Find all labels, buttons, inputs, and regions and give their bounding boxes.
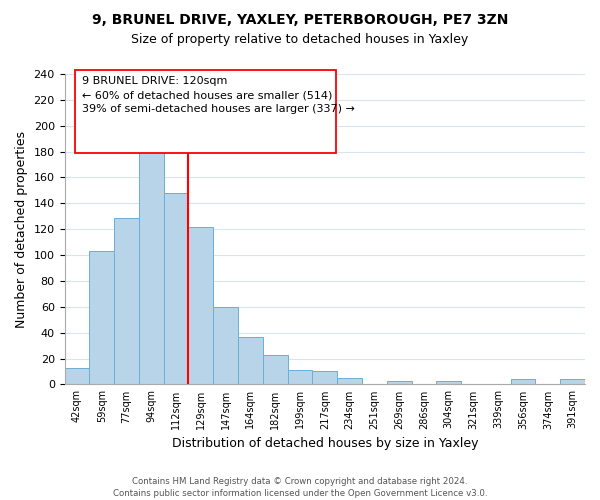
Bar: [560, 380, 585, 384]
Bar: [287, 370, 313, 384]
Bar: [213, 307, 238, 384]
Bar: [114, 218, 139, 384]
Bar: [164, 193, 188, 384]
Bar: [313, 372, 337, 384]
Bar: [337, 378, 362, 384]
Bar: [263, 354, 287, 384]
Bar: [139, 138, 164, 384]
Bar: [387, 380, 412, 384]
Bar: [65, 368, 89, 384]
Text: 9 BRUNEL DRIVE: 120sqm
← 60% of detached houses are smaller (514)
39% of semi-de: 9 BRUNEL DRIVE: 120sqm ← 60% of detached…: [82, 76, 355, 114]
Text: Contains HM Land Registry data © Crown copyright and database right 2024.
Contai: Contains HM Land Registry data © Crown c…: [113, 476, 487, 498]
Bar: [188, 226, 213, 384]
Bar: [238, 336, 263, 384]
Text: 9, BRUNEL DRIVE, YAXLEY, PETERBOROUGH, PE7 3ZN: 9, BRUNEL DRIVE, YAXLEY, PETERBOROUGH, P…: [92, 12, 508, 26]
Bar: [511, 380, 535, 384]
Y-axis label: Number of detached properties: Number of detached properties: [15, 130, 28, 328]
Bar: [89, 251, 114, 384]
X-axis label: Distribution of detached houses by size in Yaxley: Distribution of detached houses by size …: [172, 437, 478, 450]
Bar: [436, 380, 461, 384]
Text: Size of property relative to detached houses in Yaxley: Size of property relative to detached ho…: [131, 32, 469, 46]
